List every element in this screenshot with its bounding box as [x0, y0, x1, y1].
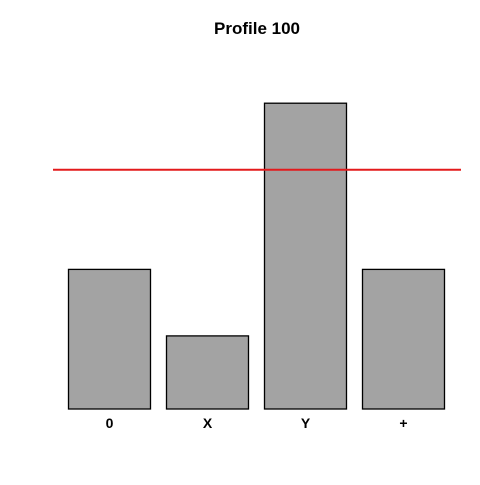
bars-group — [67, 102, 446, 410]
x-tick-labels: 0 X Y + — [106, 415, 408, 431]
bar-1 — [165, 335, 250, 410]
x-tick-label-0: 0 — [106, 415, 114, 431]
x-tick-label-1: X — [203, 415, 213, 431]
x-tick-label-3: + — [399, 415, 407, 431]
bar-2 — [263, 102, 348, 410]
bar-3 — [361, 268, 446, 410]
bar-0 — [67, 268, 152, 410]
chart-title: Profile 100 — [214, 19, 300, 38]
x-tick-label-2: Y — [301, 415, 311, 431]
